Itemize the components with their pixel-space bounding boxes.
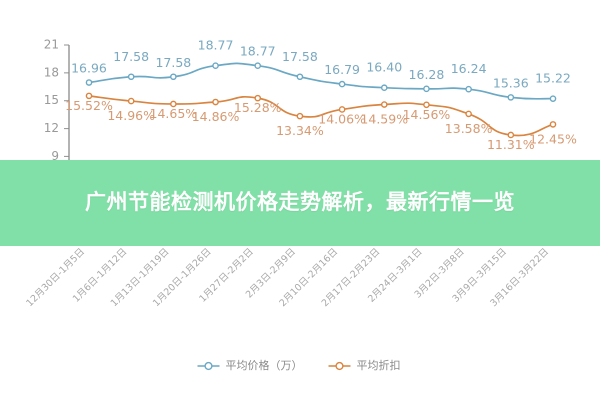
data-point-label: 14.65% (150, 106, 198, 121)
data-point-label: 12.45% (529, 131, 577, 146)
data-point-marker[interactable] (212, 62, 219, 70)
series-line (88, 95, 554, 137)
data-point-marker[interactable] (465, 110, 472, 118)
data-point-marker[interactable] (423, 85, 430, 93)
data-point-label: 17.58 (155, 55, 191, 70)
data-point-label: 18.77 (240, 44, 276, 59)
data-point-label: 15.28% (234, 100, 282, 115)
data-point-marker[interactable] (507, 94, 515, 101)
chart-legend[interactable]: 平均价格（万） 平均折扣 (197, 358, 401, 372)
data-point-label: 14.06% (318, 111, 366, 126)
data-point-marker[interactable] (549, 121, 557, 128)
data-point-label: 17.58 (113, 49, 149, 64)
data-label-group: 16.96 17.58 17.58 18.77 18.77 17.58 16.79 16.40… (65, 38, 577, 152)
legend-label: 平均价格（万） (226, 358, 303, 372)
data-point-label: 17.58 (282, 49, 318, 64)
legend-marker (204, 361, 213, 371)
data-point-marker[interactable] (85, 92, 93, 100)
data-point-label: 16.40 (366, 60, 402, 75)
legend-marker (335, 361, 344, 371)
data-point-marker[interactable] (212, 98, 219, 106)
y-tick-label: 12 (44, 121, 59, 135)
page-title: 广州节能检测机价格走势解析，最新行情一览 (85, 190, 515, 215)
data-point-label: 16.24 (451, 61, 487, 76)
data-point-marker[interactable] (380, 84, 388, 92)
series-marker-group (85, 62, 557, 139)
data-point-marker[interactable] (507, 131, 515, 139)
legend-item[interactable]: 平均折扣 (328, 358, 401, 372)
data-point-label: 16.96 (71, 61, 107, 76)
data-point-label: 14.86% (192, 109, 240, 124)
data-point-marker[interactable] (380, 101, 388, 108)
data-point-marker[interactable] (423, 101, 430, 109)
series-line (88, 62, 554, 100)
title-banner: 广州节能检测机价格走势解析，最新行情一览 (0, 160, 600, 246)
data-point-marker[interactable] (254, 94, 262, 102)
data-point-marker[interactable] (296, 112, 304, 120)
data-point-label: 16.79 (324, 62, 360, 77)
data-point-label: 13.34% (276, 123, 324, 138)
data-point-label: 15.36 (493, 75, 529, 90)
data-point-label: 15.52% (65, 98, 113, 113)
data-point-label: 14.59% (360, 112, 408, 127)
data-point-label: 15.22 (535, 71, 571, 86)
y-tick-label: 18 (44, 65, 59, 79)
data-point-label: 14.56% (403, 107, 451, 122)
data-point-marker[interactable] (549, 95, 557, 102)
data-point-marker[interactable] (127, 73, 135, 81)
legend-label: 平均折扣 (357, 358, 401, 372)
y-tick-label: 9 (51, 149, 59, 163)
data-point-marker[interactable] (170, 100, 177, 108)
data-point-marker[interactable] (338, 80, 346, 88)
data-point-marker[interactable] (465, 85, 472, 93)
data-point-marker[interactable] (338, 106, 346, 113)
data-point-label: 18.77 (198, 38, 234, 53)
x-axis-tick-group: 12月30日-1月5日1月6日-1月12日1月13日-1月19日1月20日-1月… (24, 240, 554, 309)
data-point-label: 11.31% (487, 137, 535, 152)
y-tick-label: 21 (44, 38, 59, 52)
series-line-group (88, 62, 554, 137)
data-point-marker[interactable] (127, 97, 135, 105)
data-point-marker[interactable] (170, 73, 177, 81)
data-point-marker[interactable] (254, 62, 262, 70)
y-tick-label: 15 (44, 93, 59, 107)
data-point-label: 14.96% (107, 108, 155, 123)
data-point-marker[interactable] (85, 79, 93, 86)
data-point-marker[interactable] (296, 73, 304, 81)
legend-item[interactable]: 平均价格（万） (197, 358, 303, 372)
data-point-label: 13.58% (445, 121, 493, 136)
data-point-label: 16.28 (409, 67, 445, 82)
